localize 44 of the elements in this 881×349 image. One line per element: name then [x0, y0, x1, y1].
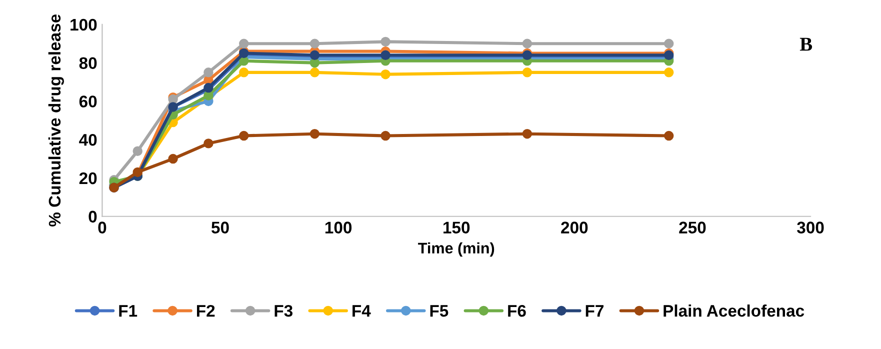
point — [380, 36, 390, 47]
legend-label: F7 — [586, 305, 604, 317]
y-axis-title: % Cumulative drug release — [48, 14, 64, 227]
point — [132, 146, 142, 156]
point — [168, 154, 178, 164]
legend-label: F3 — [274, 304, 292, 317]
x-tick-label: 50 — [211, 222, 229, 234]
point — [239, 38, 249, 48]
point — [664, 38, 674, 48]
legend-label: F1 — [119, 305, 138, 317]
point — [204, 138, 214, 148]
point — [239, 130, 249, 141]
point — [522, 38, 532, 48]
legend-label: F4 — [352, 305, 371, 317]
point — [664, 130, 674, 141]
x-tick-label: 200 — [561, 222, 588, 234]
legend-label: F2 — [196, 304, 215, 317]
annotation: B — [800, 38, 812, 51]
y-tick-label: 0 — [88, 210, 97, 223]
x-tick-label: 100 — [325, 222, 352, 234]
y-tick-label: 20 — [79, 172, 97, 184]
x-axis-title: Time (min) — [418, 242, 494, 257]
point — [380, 130, 390, 141]
x-tick-label: 150 — [444, 222, 470, 234]
y-tick-label: 100 — [70, 18, 97, 31]
y-tick-label: 40 — [79, 134, 97, 146]
legend-label: F6 — [508, 304, 526, 317]
x-tick-label: 0 — [98, 222, 106, 234]
point — [204, 68, 214, 78]
y-tick-label: 60 — [79, 96, 97, 108]
point — [380, 69, 390, 80]
point — [310, 128, 320, 139]
x-tick-label: 250 — [679, 222, 706, 234]
point — [239, 68, 249, 78]
point — [522, 68, 532, 78]
legend-label: Plain Aceclofenac — [664, 304, 804, 317]
x-tick-label: 300 — [797, 222, 824, 234]
point — [310, 68, 320, 78]
point — [664, 68, 674, 78]
y-tick-label: 80 — [79, 57, 97, 70]
point — [310, 38, 320, 48]
legend-label: F5 — [430, 305, 448, 317]
point — [310, 58, 320, 68]
point — [522, 128, 532, 139]
